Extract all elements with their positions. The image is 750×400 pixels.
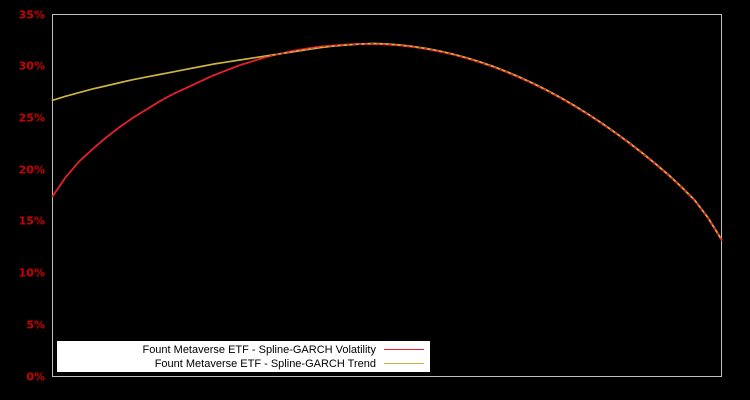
legend-item-label: Fount Metaverse ETF - Spline-GARCH Trend (154, 357, 376, 370)
y-axis-tick-label: 0% (26, 370, 45, 383)
y-axis-tick-label: 35% (18, 8, 45, 21)
legend-item[interactable]: Fount Metaverse ETF - Spline-GARCH Trend (58, 357, 429, 371)
y-axis-tick-label: 30% (18, 59, 45, 73)
series-layer (51, 42, 723, 241)
chart-legend[interactable]: Fount Metaverse ETF - Spline-GARCH Volat… (57, 341, 430, 372)
y-axis-tick-label: 25% (18, 111, 45, 125)
y-axis-tick-label: 5% (26, 318, 45, 332)
y-axis-tick-labels: 0% 5% 10% 15% 20% 25% 30% 35% (0, 0, 45, 400)
y-axis-tick-label: 20% (18, 163, 45, 177)
legend-color-swatch (384, 363, 424, 364)
series-line-overlay (51, 43, 723, 241)
y-axis-tick-label: 10% (18, 266, 45, 280)
legend-item-label: Fount Metaverse ETF - Spline-GARCH Volat… (142, 343, 376, 356)
legend-item[interactable]: Fount Metaverse ETF - Spline-GARCH Volat… (58, 343, 429, 357)
series-line (51, 42, 723, 241)
legend-color-swatch (384, 349, 424, 350)
y-axis-tick-label: 15% (18, 214, 45, 228)
